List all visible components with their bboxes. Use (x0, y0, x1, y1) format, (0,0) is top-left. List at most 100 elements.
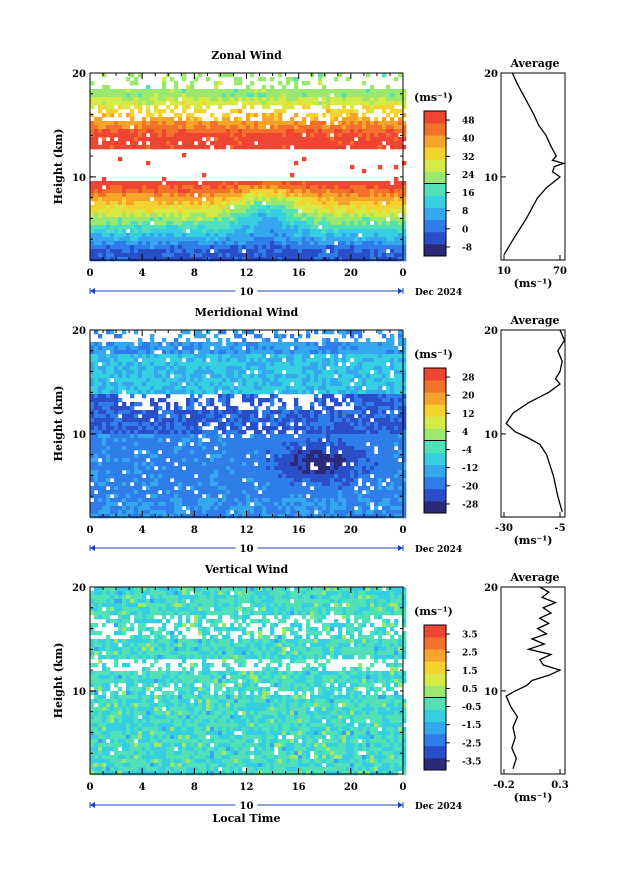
profile-y-tick-label: 10 (484, 687, 498, 698)
date-suffix: Dec 2024 (415, 545, 462, 555)
colorbar: (ms⁻¹) 28 20 12 4 -4 -12 -20 -28 (414, 348, 478, 514)
colorbar-tick-label: -28 (462, 500, 478, 510)
profile-y-tick-label: 10 (484, 173, 498, 184)
colorbar-band (424, 171, 446, 184)
colorbar-tick-label: 0.5 (462, 685, 478, 695)
colorbar-band (424, 488, 446, 502)
panel-3: Vertical Wind 20 10 Height (km) 0 4 8 12 16 20 0 10… (52, 563, 569, 825)
colorbar-tick-label: 1.5 (462, 667, 478, 677)
x-tick-label: 4 (139, 525, 146, 536)
date-label: 10 (240, 287, 254, 298)
colorbar-band (424, 673, 446, 686)
colorbar-band (424, 440, 446, 453)
colorbar-band (424, 135, 446, 148)
colorbar-band (424, 243, 446, 257)
x-tick-label: 4 (139, 268, 146, 279)
y-tick-label: 20 (72, 583, 86, 594)
panel-2: Meridional Wind 20 10 Height (km) 0 4 8 12 16 20 0… (52, 306, 566, 555)
profile-line (505, 329, 566, 512)
x-tick-label: 16 (292, 782, 306, 793)
colorbar-band (424, 183, 446, 196)
colorbar-tick-label: 16 (462, 189, 475, 199)
heatmap-cells (90, 73, 407, 262)
x-tick-label: 0 (87, 268, 94, 279)
x-tick-label: 12 (240, 782, 254, 793)
profile-y-tick-label: 10 (484, 430, 498, 441)
colorbar-unit: (ms⁻¹) (414, 348, 453, 361)
colorbar: (ms⁻¹) 48 40 32 24 16 8 0 -8 (414, 91, 475, 257)
y-axis-label: Height (km) (52, 129, 65, 205)
colorbar-tick-label: -4 (462, 446, 472, 456)
colorbar-band (424, 207, 446, 221)
colorbar-band (424, 637, 446, 650)
x-tick-label: 0 (400, 525, 407, 536)
colorbar-tick-label: 8 (462, 207, 468, 217)
colorbar-tick-label: -2.5 (462, 739, 481, 749)
x-tick-label: 0 (400, 782, 407, 793)
colorbar-band (424, 721, 446, 735)
colorbar-band (424, 661, 446, 674)
colorbar-band (424, 147, 446, 160)
colorbar-band (424, 649, 446, 662)
colorbar-band (424, 745, 446, 759)
colorbar-band (424, 697, 446, 710)
colorbar-tick-label: 3.5 (462, 631, 478, 641)
colorbar-tick-label: -20 (462, 482, 478, 492)
x-tick-label: 20 (344, 268, 358, 279)
y-axis-label: Height (km) (52, 643, 65, 719)
colorbar-band (424, 123, 446, 136)
x-tick-label: 12 (240, 525, 254, 536)
profile-x-label: (ms⁻¹) (514, 534, 553, 547)
x-axis-label: Local Time (213, 812, 281, 825)
heatmap-cells (90, 330, 407, 519)
colorbar-tick-label: -12 (462, 464, 478, 474)
x-tick-label: 4 (139, 782, 146, 793)
colorbar-band (424, 464, 446, 478)
panel-title: Meridional Wind (195, 306, 299, 319)
x-tick-label: 0 (87, 782, 94, 793)
profile-line (505, 586, 562, 769)
colorbar-band (424, 428, 446, 441)
average-profile: Average 20 10 10 70(ms⁻¹) (484, 57, 567, 290)
colorbar-band (424, 500, 446, 514)
colorbar-band (424, 368, 446, 381)
x-tick-label: 8 (191, 268, 198, 279)
date-label: 10 (240, 801, 254, 812)
date-suffix: Dec 2024 (415, 802, 462, 812)
x-tick-label: 8 (191, 525, 198, 536)
x-tick-label: 20 (344, 525, 358, 536)
profile-x-label: (ms⁻¹) (514, 791, 553, 804)
x-tick-label: 0 (400, 268, 407, 279)
colorbar-tick-label: 0 (462, 225, 468, 235)
colorbar-band (424, 392, 446, 405)
colorbar-tick-label: -8 (462, 243, 472, 253)
date-label: 10 (240, 544, 254, 555)
profile-x-tick-label: 0.3 (551, 780, 568, 791)
colorbar-tick-label: 32 (462, 153, 475, 163)
colorbar-tick-label: 12 (462, 410, 475, 420)
colorbar-band (424, 452, 446, 466)
heatmap-cells (90, 587, 407, 776)
colorbar-tick-label: 4 (462, 428, 468, 438)
profile-title: Average (509, 57, 559, 70)
profile-x-tick-label: -30 (495, 523, 513, 534)
profile-y-tick-label: 20 (484, 69, 498, 80)
panel-title: Zonal Wind (211, 49, 282, 62)
colorbar: (ms⁻¹) 3.5 2.5 1.5 0.5 -0.5 -1.5 -2.5 -3.5 (414, 605, 481, 771)
profile-x-tick-label: 10 (497, 266, 511, 277)
colorbar-band (424, 685, 446, 698)
colorbar-tick-label: -3.5 (462, 757, 481, 767)
profile-frame (500, 329, 566, 518)
y-tick-label: 20 (72, 69, 86, 80)
colorbar-band (424, 219, 446, 233)
average-profile: Average 20 10 -30 -5(ms⁻¹) (484, 314, 566, 547)
colorbar-tick-label: 20 (462, 392, 475, 402)
x-tick-label: 12 (240, 268, 254, 279)
x-tick-label: 20 (344, 782, 358, 793)
colorbar-band (424, 476, 446, 490)
colorbar-band (424, 757, 446, 771)
profile-x-tick-label: -5 (554, 523, 565, 534)
colorbar-tick-label: 28 (462, 374, 475, 384)
colorbar-band (424, 709, 446, 723)
colorbar-unit: (ms⁻¹) (414, 605, 453, 618)
